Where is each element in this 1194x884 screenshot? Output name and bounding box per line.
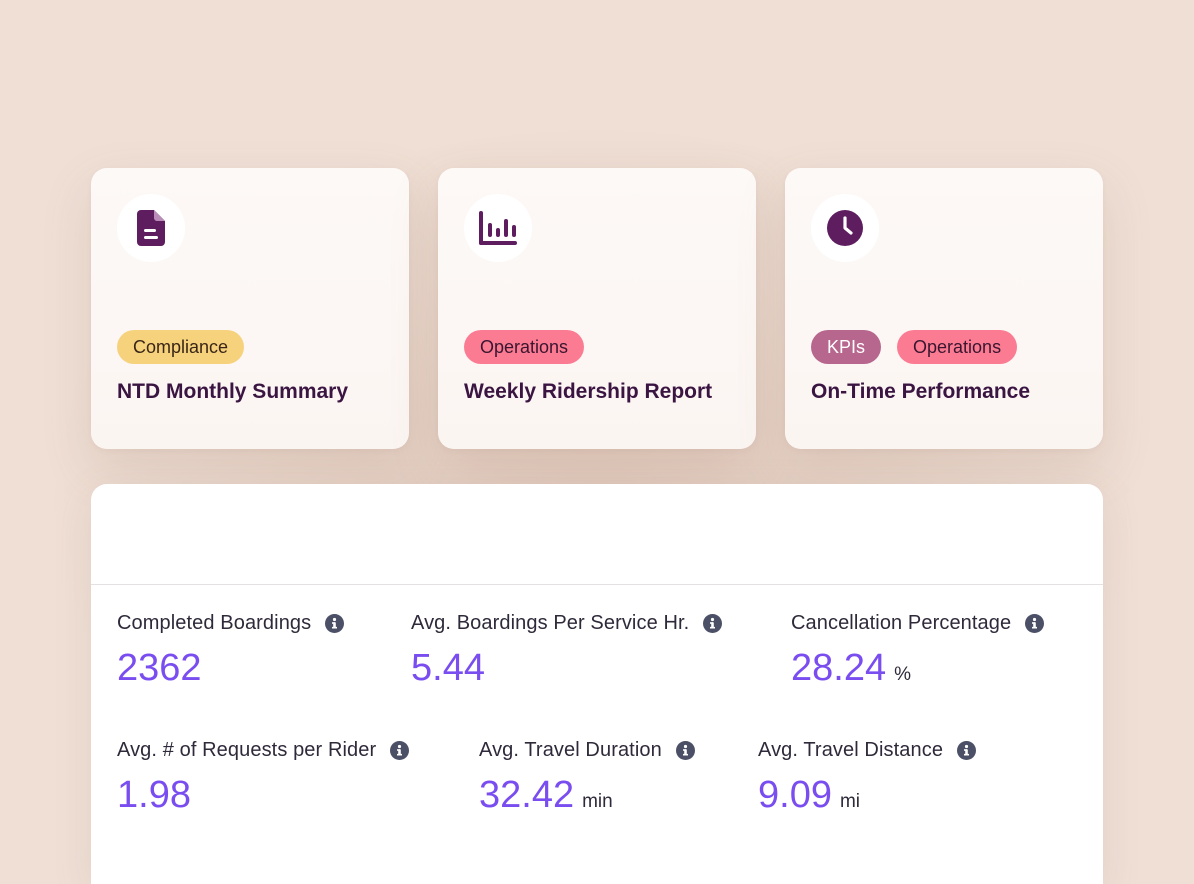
metric-completed-boardings: Completed Boardings 2362 bbox=[117, 611, 345, 689]
metric-value: 28.24 bbox=[791, 647, 887, 689]
info-icon[interactable] bbox=[325, 613, 345, 633]
info-icon[interactable] bbox=[390, 740, 410, 760]
tag-operations: Operations bbox=[897, 330, 1018, 364]
card-title: Weekly Ridership Report bbox=[464, 380, 713, 403]
metric-label: Avg. Boardings Per Service Hr. bbox=[411, 611, 690, 634]
tag-operations: Operations bbox=[464, 330, 585, 364]
metric-unit: % bbox=[894, 664, 911, 685]
metric-label: Completed Boardings bbox=[117, 611, 312, 634]
metric-value: 9.09 bbox=[758, 774, 832, 816]
report-card-ntd-monthly-summary[interactable]: Compliance NTD Monthly Summary bbox=[91, 168, 409, 449]
metrics-panel: Completed Boardings 2362 Avg. Boardings … bbox=[91, 484, 1103, 884]
report-card-weekly-ridership-report[interactable]: Operations Weekly Ridership Report bbox=[438, 168, 756, 449]
metric-avg-requests-per-rider: Avg. # of Requests per Rider 1.98 bbox=[117, 738, 410, 816]
bar-chart-icon bbox=[479, 211, 517, 245]
card-icon-container bbox=[117, 194, 185, 262]
card-icon-container bbox=[811, 194, 879, 262]
metric-unit: mi bbox=[839, 791, 861, 812]
tag-kpis: KPIs bbox=[811, 330, 882, 364]
document-icon bbox=[137, 210, 165, 246]
metric-value: 5.44 bbox=[411, 647, 485, 689]
tag-compliance: Compliance bbox=[117, 330, 245, 364]
panel-divider bbox=[91, 584, 1103, 585]
info-icon[interactable] bbox=[675, 740, 695, 760]
metric-label: Cancellation Percentage bbox=[791, 611, 1012, 634]
metric-label: Avg. Travel Duration bbox=[479, 738, 662, 761]
card-icon-container bbox=[464, 194, 532, 262]
info-icon[interactable] bbox=[957, 740, 977, 760]
info-icon[interactable] bbox=[1025, 613, 1045, 633]
metric-avg-travel-distance: Avg. Travel Distance 9.09 mi bbox=[758, 738, 977, 816]
metric-label: Avg. Travel Distance bbox=[758, 738, 944, 761]
card-tags: KPIs Operations bbox=[811, 330, 1018, 364]
card-tags: Operations bbox=[464, 330, 585, 364]
metric-cancellation-percentage: Cancellation Percentage 28.24 % bbox=[791, 611, 1045, 689]
metric-value: 1.98 bbox=[117, 774, 191, 816]
metric-avg-boardings-per-service-hr: Avg. Boardings Per Service Hr. 5.44 bbox=[411, 611, 723, 689]
report-card-on-time-performance[interactable]: KPIs Operations On-Time Performance bbox=[785, 168, 1103, 449]
info-icon[interactable] bbox=[703, 613, 723, 633]
metric-label: Avg. # of Requests per Rider bbox=[117, 738, 377, 761]
card-title: On-Time Performance bbox=[811, 380, 1031, 403]
card-title: NTD Monthly Summary bbox=[117, 380, 349, 403]
card-tags: Compliance bbox=[117, 330, 245, 364]
metric-unit: min bbox=[582, 791, 613, 812]
metric-value: 2362 bbox=[117, 647, 202, 689]
metric-value: 32.42 bbox=[479, 774, 575, 816]
metric-avg-travel-duration: Avg. Travel Duration 32.42 min bbox=[479, 738, 695, 814]
clock-icon bbox=[827, 210, 863, 246]
